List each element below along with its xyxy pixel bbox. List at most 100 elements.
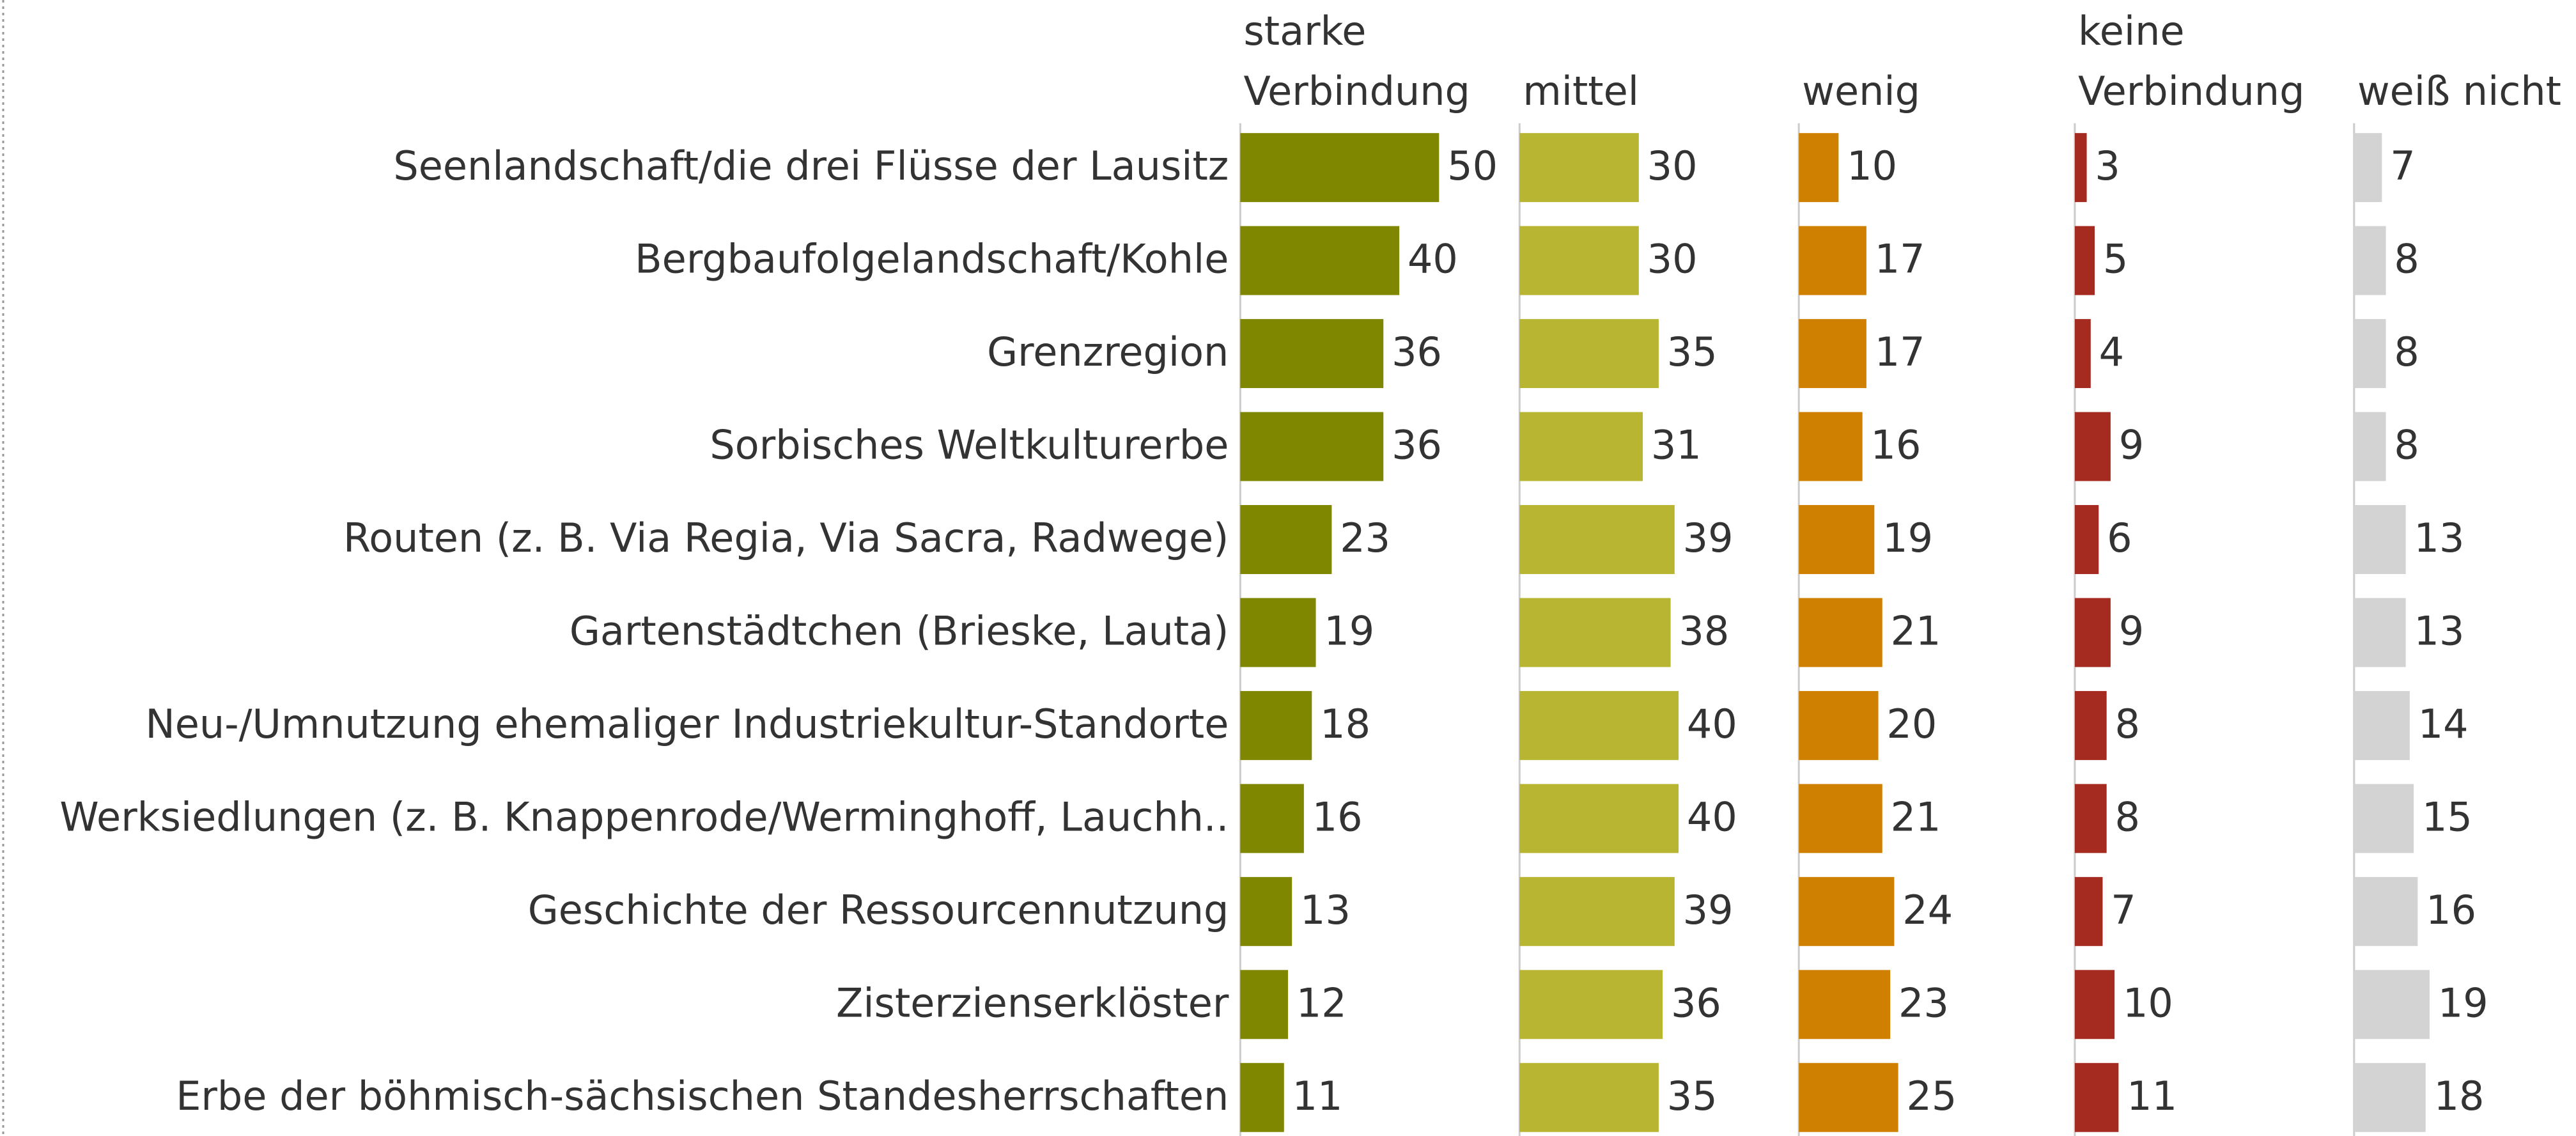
value-label: 6: [2107, 515, 2132, 561]
bar: [2074, 784, 2107, 853]
value-label: 7: [2111, 887, 2136, 933]
value-label: 13: [1300, 887, 1351, 933]
value-label: 21: [1891, 793, 1941, 840]
bar: [1240, 412, 1384, 481]
bar: [2354, 970, 2430, 1039]
value-label: 19: [1324, 608, 1374, 655]
value-label: 35: [1667, 329, 1718, 375]
category-label: Sorbisches Weltkulturerbe: [710, 422, 1229, 469]
value-label: 17: [1875, 236, 1925, 283]
bar: [1519, 598, 1671, 667]
bar: [2074, 598, 2111, 667]
value-label: 36: [1671, 979, 1721, 1026]
bar: [2354, 505, 2406, 574]
value-label: 7: [2390, 143, 2415, 189]
value-label: 8: [2115, 793, 2140, 840]
value-label: 40: [1408, 236, 1458, 283]
bar: [1240, 1062, 1284, 1132]
bar: [1519, 133, 1639, 203]
value-label: 16: [1871, 422, 1921, 469]
value-label: 8: [2394, 236, 2419, 283]
bar: [2354, 690, 2410, 760]
bar: [2074, 412, 2111, 481]
bar: [1799, 1062, 1898, 1132]
value-label: 10: [1847, 143, 1897, 189]
bar: [2354, 876, 2418, 946]
bar: [1240, 876, 1292, 946]
bar: [1240, 226, 1400, 295]
value-label: 39: [1683, 887, 1734, 933]
value-label: 3: [2095, 143, 2120, 189]
bar: [1799, 598, 1882, 667]
bar: [1240, 133, 1439, 203]
bar: [1799, 876, 1895, 946]
value-label: 9: [2119, 608, 2144, 655]
column-header: mittel: [1523, 68, 1639, 114]
bar: [2354, 1062, 2426, 1132]
bar: [1240, 598, 1316, 667]
bar: [2354, 226, 2386, 295]
bar: [1519, 1062, 1659, 1132]
bar: [1799, 690, 1879, 760]
bar: [2074, 970, 2115, 1039]
bar: [2074, 133, 2087, 203]
bar: [2354, 412, 2386, 481]
bar: [2074, 690, 2107, 760]
value-label: 4: [2099, 329, 2124, 375]
category-label: Werksiedlungen (z. B. Knappenrode/Wermin…: [59, 793, 1229, 840]
category-label: Neu-/Umnutzung ehemaliger Industriekultu…: [145, 701, 1229, 747]
value-label: 31: [1651, 422, 1702, 469]
value-label: 21: [1891, 608, 1941, 655]
value-label: 23: [1898, 979, 1949, 1026]
value-label: 18: [1320, 701, 1370, 747]
value-label: 24: [1902, 887, 1953, 933]
bar: [1799, 412, 1863, 481]
value-label: 19: [1882, 515, 1933, 561]
category-label: Geschichte der Ressourcennutzung: [528, 887, 1229, 933]
bar: [2074, 876, 2103, 946]
bar: [2354, 319, 2386, 389]
bar: [2074, 226, 2095, 295]
value-label: 25: [1906, 1073, 1957, 1119]
value-label: 23: [1340, 515, 1390, 561]
bar: [1799, 505, 1875, 574]
value-label: 10: [2123, 979, 2173, 1026]
value-label: 14: [2418, 701, 2469, 747]
value-label: 39: [1683, 515, 1734, 561]
value-label: 30: [1647, 236, 1698, 283]
bar: [2354, 784, 2414, 853]
bar: [1519, 226, 1639, 295]
category-label: Seenlandschaft/die drei Flüsse der Lausi…: [393, 143, 1229, 189]
bar: [1519, 690, 1679, 760]
value-label: 8: [2394, 422, 2419, 469]
bar: [1240, 319, 1384, 389]
column-header: wenig: [1802, 68, 1921, 114]
bar: [1519, 970, 1663, 1039]
value-label: 17: [1875, 329, 1925, 375]
value-label: 36: [1392, 329, 1442, 375]
value-label: 13: [2414, 515, 2465, 561]
value-label: 38: [1679, 608, 1729, 655]
bar: [1519, 412, 1643, 481]
bar: [1519, 505, 1675, 574]
category-label: Erbe der böhmisch-sächsischen Standesher…: [176, 1073, 1229, 1119]
value-label: 20: [1886, 701, 1937, 747]
bar: [2074, 1062, 2119, 1132]
value-label: 5: [2103, 236, 2128, 283]
bar: [1799, 970, 1891, 1039]
bar: [1799, 133, 1839, 203]
bar: [2074, 505, 2099, 574]
bar: [1799, 784, 1882, 853]
value-label: 16: [1312, 793, 1363, 840]
bar: [2354, 133, 2382, 203]
bar: [1799, 319, 1866, 389]
bar: [1799, 226, 1866, 295]
value-label: 35: [1667, 1073, 1718, 1119]
bar: [1240, 690, 1312, 760]
value-label: 11: [2127, 1073, 2177, 1119]
category-label: Grenzregion: [987, 329, 1229, 375]
bar: [2354, 598, 2406, 667]
bar: [1519, 319, 1659, 389]
